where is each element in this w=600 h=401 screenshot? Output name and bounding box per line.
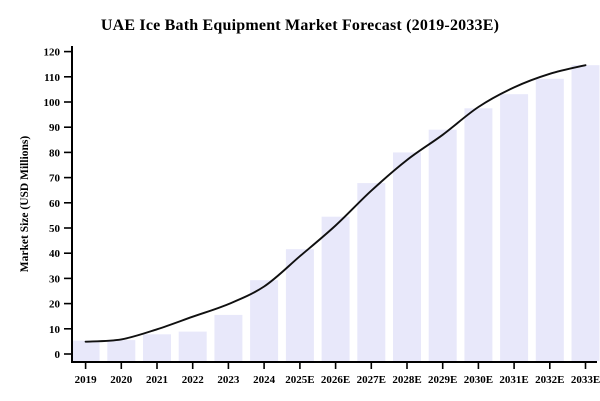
trend-line bbox=[84, 64, 587, 343]
y-tick-label: 70 bbox=[49, 173, 61, 185]
y-tick-label: 110 bbox=[44, 72, 60, 84]
y-tick-label: 10 bbox=[49, 324, 61, 336]
bar-2023 bbox=[214, 314, 243, 361]
x-tick-label: 2019 bbox=[75, 374, 98, 386]
y-tick-label: 20 bbox=[49, 299, 61, 311]
y-tick-label: 50 bbox=[49, 223, 61, 235]
x-tick-label: 2033E bbox=[571, 374, 600, 386]
bar-2021 bbox=[143, 334, 171, 361]
bar-2025E bbox=[285, 249, 314, 361]
y-axis-title: Market Size (USD Millions) bbox=[19, 135, 31, 273]
chart-title: UAE Ice Bath Equipment Market Forecast (… bbox=[100, 17, 500, 34]
x-tick-label: 2020 bbox=[110, 374, 133, 386]
x-tick-label: 2021 bbox=[146, 374, 168, 386]
x-tick-label: 2024 bbox=[253, 374, 276, 386]
bar-2028E bbox=[393, 152, 421, 361]
bar-2020 bbox=[107, 340, 136, 361]
bar-2022 bbox=[178, 331, 207, 361]
bar-2019 bbox=[71, 340, 100, 361]
y-tick-label: 120 bbox=[44, 47, 61, 59]
x-tick-label: 2028E bbox=[392, 374, 421, 386]
y-tick-label: 80 bbox=[49, 147, 61, 159]
x-tick-label: 2032E bbox=[535, 374, 564, 386]
bar-2033E bbox=[571, 65, 600, 361]
y-tick-label: 60 bbox=[49, 198, 61, 210]
x-tick-label: 2030E bbox=[464, 374, 493, 386]
x-tick-label: 2023 bbox=[217, 374, 240, 386]
x-tick-label: 2027E bbox=[357, 374, 386, 386]
bar-2029E bbox=[428, 129, 457, 361]
y-tick-label: 100 bbox=[44, 97, 61, 109]
x-tick-label: 2026E bbox=[321, 374, 350, 386]
bar-2032E bbox=[535, 78, 564, 362]
x-tick-label: 2022 bbox=[182, 374, 205, 386]
bar-2024 bbox=[250, 280, 279, 361]
y-tick-label: 40 bbox=[49, 248, 61, 260]
y-tick-label: 90 bbox=[49, 122, 61, 134]
x-tick-label: 2031E bbox=[499, 374, 528, 386]
x-tick-label: 2029E bbox=[428, 374, 457, 386]
y-tick-label: 30 bbox=[49, 273, 61, 285]
bar-2030E bbox=[464, 108, 493, 361]
bar-2026E bbox=[321, 216, 350, 361]
y-tick-label: 0 bbox=[55, 349, 61, 361]
bar-2031E bbox=[500, 94, 529, 361]
bar-2027E bbox=[357, 183, 386, 361]
x-tick-label: 2025E bbox=[285, 374, 314, 386]
